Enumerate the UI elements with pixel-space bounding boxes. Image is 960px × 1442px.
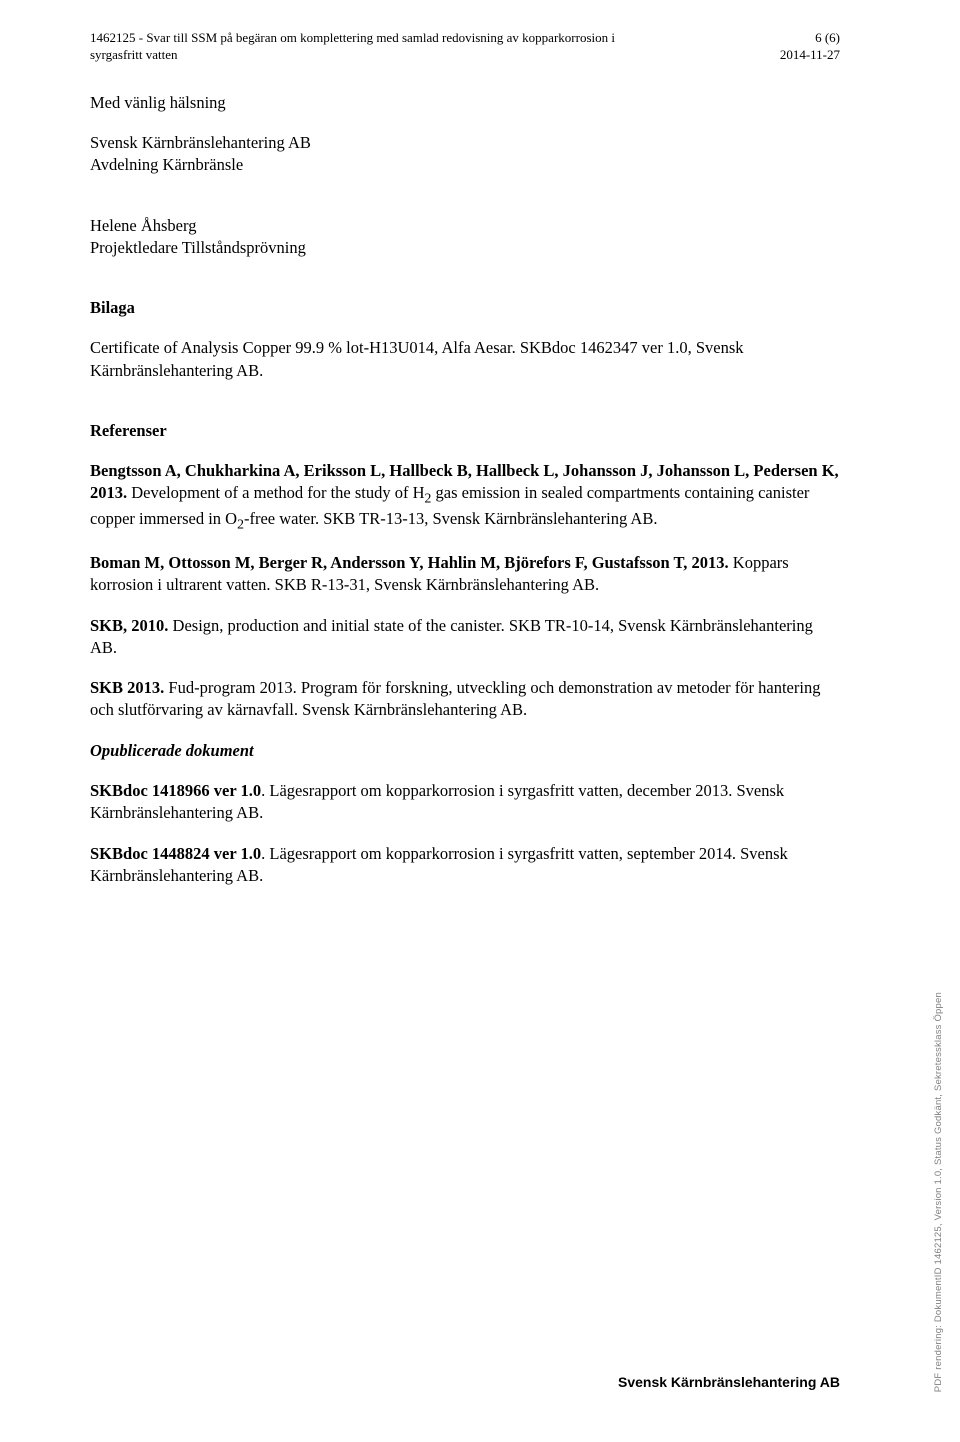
header-row-2: syrgasfritt vatten 2014-11-27 [90,47,840,64]
reference-item-1: Bengtsson A, Chukharkina A, Eriksson L, … [90,460,840,534]
ref4-text: Fud-program 2013. Program för forskning,… [90,678,820,719]
sender-company: Svensk Kärnbränslehantering AB [90,133,311,152]
unpub1-id: SKBdoc 1418966 ver 1.0 [90,781,261,800]
ref1-sub2: 2 [237,517,244,532]
attachment-text: Certificate of Analysis Copper 99.9 % lo… [90,337,840,382]
unpublished-item-1: SKBdoc 1418966 ver 1.0. Lägesrapport om … [90,780,840,825]
reference-item-2: Boman M, Ottosson M, Berger R, Andersson… [90,552,840,597]
unpublished-item-2: SKBdoc 1448824 ver 1.0. Lägesrapport om … [90,843,840,888]
reference-item-3: SKB, 2010. Design, production and initia… [90,615,840,660]
references-heading: Referenser [90,420,840,442]
ref1-text-c: -free water. SKB TR-13-13, Svensk Kärnbr… [244,509,657,528]
signer-role: Projektledare Tillståndsprövning [90,238,306,257]
sender-block: Svensk Kärnbränslehantering AB Avdelning… [90,132,840,177]
ref1-text-a: Development of a method for the study of… [127,483,424,502]
sender-department: Avdelning Kärnbränsle [90,155,243,174]
header-page-info: 6 (6) [815,30,840,47]
header-title-line1: 1462125 - Svar till SSM på begäran om ko… [90,30,615,47]
ref3-authors: SKB, 2010. [90,616,168,635]
ref4-authors: SKB 2013. [90,678,164,697]
ref2-authors: Boman M, Ottosson M, Berger R, Andersson… [90,553,729,572]
header-row-1: 1462125 - Svar till SSM på begäran om ko… [90,30,840,47]
footer-company-name: Svensk Kärnbränslehantering AB [618,1374,840,1390]
pdf-rendering-sidebar-text: PDF rendering: DokumentID 1462125, Versi… [933,992,944,1392]
page-container: 1462125 - Svar till SSM på begäran om ko… [0,0,960,1442]
salutation: Med vänlig hälsning [90,92,840,114]
header-title-line2: syrgasfritt vatten [90,47,178,64]
ref3-text: Design, production and initial state of … [90,616,813,657]
document-body: Med vänlig hälsning Svensk Kärnbränsleha… [90,92,840,887]
document-header: 1462125 - Svar till SSM på begäran om ko… [90,30,840,64]
reference-item-4: SKB 2013. Fud-program 2013. Program för … [90,677,840,722]
signer-block: Helene Åhsberg Projektledare Tillståndsp… [90,215,840,260]
header-date: 2014-11-27 [780,47,840,64]
attachment-heading: Bilaga [90,297,840,319]
unpub2-id: SKBdoc 1448824 ver 1.0 [90,844,261,863]
signer-name: Helene Åhsberg [90,216,196,235]
unpublished-heading: Opublicerade dokument [90,740,840,762]
